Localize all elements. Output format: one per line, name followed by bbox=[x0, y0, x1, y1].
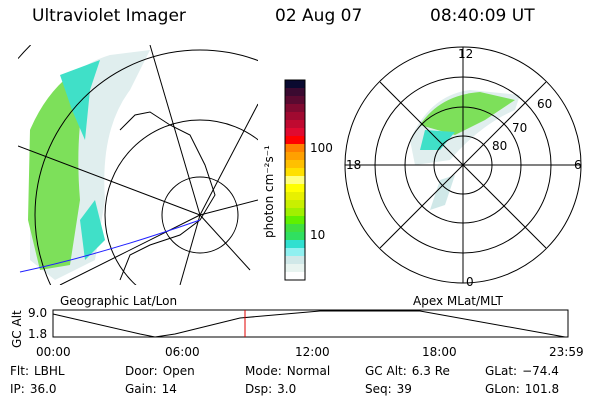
info-value: 36.0 bbox=[29, 382, 57, 396]
colorbar-swatch bbox=[285, 80, 305, 89]
info-value: 14 bbox=[161, 382, 177, 396]
xtick-3: 18:00 bbox=[422, 345, 457, 359]
colorbar-swatch bbox=[285, 192, 305, 201]
instrument-title: Ultraviolet Imager bbox=[32, 6, 186, 26]
colorbar bbox=[285, 80, 305, 281]
colorbar-swatch bbox=[285, 224, 305, 233]
colorbar-swatch bbox=[285, 248, 305, 257]
info-value: 39 bbox=[396, 382, 412, 396]
polar-caption: Apex MLat/MLT bbox=[413, 294, 503, 308]
info-field: Flt: LBHL bbox=[10, 364, 65, 378]
xtick-4: 23:59 bbox=[549, 345, 584, 359]
info-value: LBHL bbox=[33, 364, 65, 378]
colorbar-frame bbox=[284, 79, 306, 281]
colorbar-swatch bbox=[285, 200, 305, 209]
info-key: Flt: bbox=[10, 364, 29, 378]
info-value: 101.8 bbox=[524, 382, 560, 396]
colorbar-swatch bbox=[285, 128, 305, 137]
colorbar-swatch bbox=[285, 104, 305, 113]
info-key: GLat: bbox=[485, 364, 518, 378]
colorbar-swatch bbox=[285, 152, 305, 161]
info-key: Door: bbox=[125, 364, 158, 378]
info-key: Seq: bbox=[365, 382, 392, 396]
info-key: GLon: bbox=[485, 382, 520, 396]
colorbar-swatch bbox=[285, 176, 305, 185]
colorbar-swatch bbox=[285, 264, 305, 273]
mlt-label-18: 18 bbox=[346, 158, 362, 172]
colorbar-swatch bbox=[285, 120, 305, 129]
mlt-label-6: 6 bbox=[574, 158, 582, 172]
xtick-0: 00:00 bbox=[36, 345, 71, 359]
colorbar-swatch bbox=[285, 256, 305, 265]
xtick-2: 12:00 bbox=[295, 345, 330, 359]
info-field: Seq: 39 bbox=[365, 382, 412, 396]
info-value: −74.4 bbox=[522, 364, 559, 378]
colorbar-swatch bbox=[285, 232, 305, 241]
info-field: Door: Open bbox=[125, 364, 195, 378]
timeline-ylabel: GC Alt bbox=[10, 310, 24, 348]
colorbar-swatch bbox=[285, 96, 305, 105]
colorbar-swatch bbox=[285, 144, 305, 153]
left-map-caption: Geographic Lat/Lon bbox=[60, 294, 178, 308]
colorbar-swatch bbox=[285, 88, 305, 97]
ytick-1.8: 1.8 bbox=[28, 327, 48, 341]
xtick-1: 06:00 bbox=[165, 345, 200, 359]
gc-alt-plot bbox=[52, 309, 569, 338]
lat-label-70: 70 bbox=[512, 121, 528, 135]
colorbar-swatch bbox=[285, 160, 305, 169]
colorbar-swatch bbox=[285, 272, 305, 281]
info-field: Mode: Normal bbox=[245, 364, 330, 378]
colorbar-tick-10: 10 bbox=[310, 228, 326, 242]
colorbar-swatch bbox=[285, 184, 305, 193]
colorbar-swatch bbox=[285, 168, 305, 177]
info-key: Gain: bbox=[125, 382, 157, 396]
colorbar-swatch bbox=[285, 240, 305, 249]
geographic-map bbox=[18, 45, 258, 285]
polar-plot bbox=[344, 46, 582, 284]
info-key: IP: bbox=[10, 382, 25, 396]
info-value: 3.0 bbox=[277, 382, 297, 396]
info-field: Gain: 14 bbox=[125, 382, 177, 396]
info-value: Open bbox=[162, 364, 195, 378]
ytick-9: 9.0 bbox=[28, 306, 48, 320]
colorbar-label: photon cm⁻²s⁻¹ bbox=[262, 145, 276, 238]
info-field: GLon: 101.8 bbox=[485, 382, 559, 396]
date: 02 Aug 07 bbox=[275, 6, 363, 26]
info-field: GLat: −74.4 bbox=[485, 364, 559, 378]
lat-label-60: 60 bbox=[537, 97, 553, 111]
colorbar-swatch bbox=[285, 136, 305, 145]
info-value: Normal bbox=[286, 364, 331, 378]
colorbar-swatch bbox=[285, 112, 305, 121]
mlt-label-12: 12 bbox=[458, 47, 474, 61]
info-key: Mode: bbox=[245, 364, 282, 378]
info-value: 6.3 Re bbox=[411, 364, 450, 378]
info-key: GC Alt: bbox=[365, 364, 407, 378]
colorbar-tick-100: 100 bbox=[310, 141, 333, 155]
info-field: Dsp: 3.0 bbox=[245, 382, 296, 396]
colorbar-swatch bbox=[285, 216, 305, 225]
info-field: GC Alt: 6.3 Re bbox=[365, 364, 450, 378]
info-key: Dsp: bbox=[245, 382, 273, 396]
time: 08:40:09 UT bbox=[430, 6, 535, 26]
colorbar-swatch bbox=[285, 208, 305, 217]
lat-label-80: 80 bbox=[492, 139, 508, 153]
info-field: IP: 36.0 bbox=[10, 382, 57, 396]
mlt-label-0: 0 bbox=[466, 275, 474, 289]
